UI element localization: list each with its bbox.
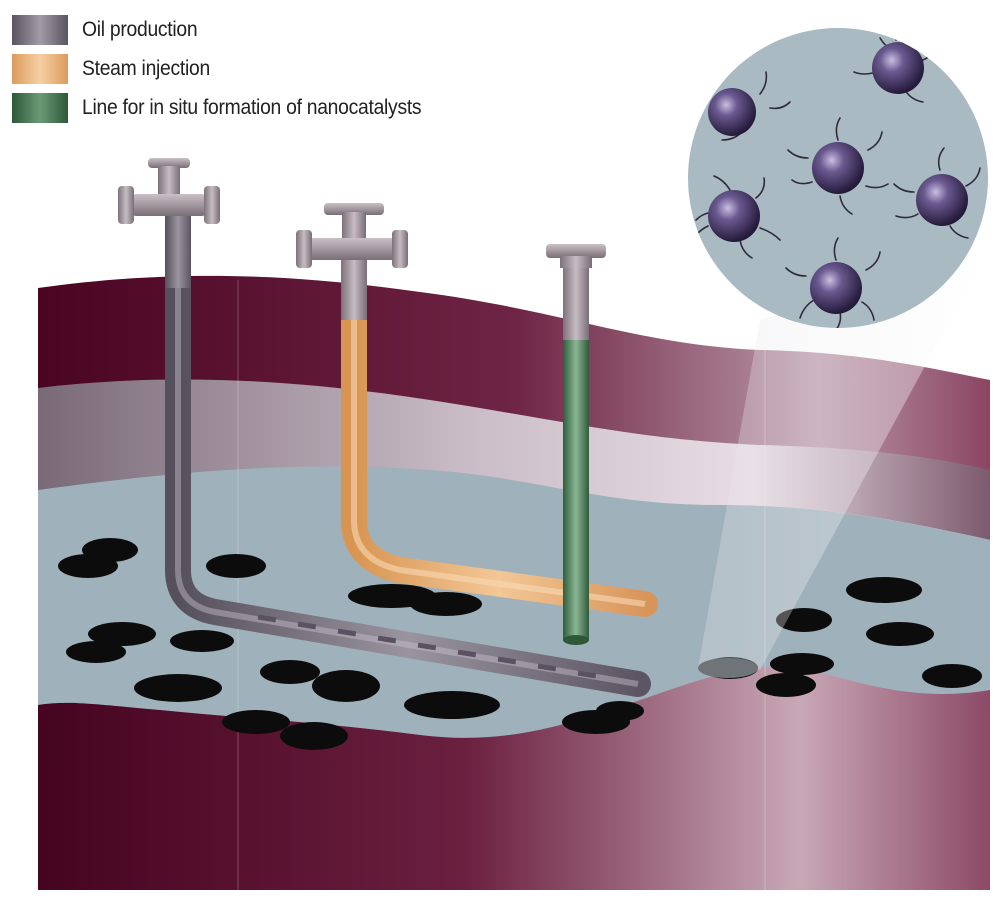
legend-item-steam-injection: Steam injection [12,49,451,88]
oil-droplet-icon [922,664,982,688]
oil-production-pipe [165,267,651,697]
zoom-beam [698,250,988,670]
oil-droplet-icon [222,710,290,734]
nanoparticle-icon [810,262,862,314]
oil-droplet-icon [770,653,834,675]
oil-production-swatch [12,14,68,45]
nanoparticle-icon [812,142,864,194]
catalyst-line-pipe [563,338,589,640]
pipe-perforations [257,614,597,679]
legend-label: Line for in situ formation of nanocataly… [82,95,422,119]
legend-label: Steam injection [82,56,210,80]
oil-droplet-icon [280,722,348,750]
oil-droplet-icon [866,622,934,646]
oil-droplet-icon [88,622,156,646]
legend-item-oil-production: Oil production [12,10,451,49]
catalyst-line-cap-icon [546,244,606,268]
oil-droplet-icon [58,554,118,578]
steam-injection-wellhead-icon [296,203,408,268]
legend: Oil production Steam injection Line for … [12,10,451,127]
oil-droplet-icon [410,592,482,616]
oil-droplet-icon [206,554,266,578]
steam-injection-swatch [12,53,68,84]
nanoparticle-icon [872,42,924,94]
zoom-focus-spot [698,658,758,678]
oil-droplet-icon [404,691,500,719]
oil-droplet-icon [312,670,380,702]
nanoparticle-icon [708,190,760,242]
nanoparticle-icon [916,174,968,226]
nanocatalyst-zoom-circle [688,28,988,328]
oil-production-wellhead-icon [118,158,220,224]
oil-droplet-icon [260,660,320,684]
oil-droplet-icon [66,641,126,663]
nanoparticle-icon [708,88,756,136]
oil-droplet-icon [596,701,644,721]
oil-droplet-icon [756,673,816,697]
oil-droplet-icon [846,577,922,603]
legend-label: Oil production [82,17,198,41]
legend-item-catalyst-line: Line for in situ formation of nanocataly… [12,88,451,127]
oil-droplet-icon [134,674,222,702]
oil-droplet-icon [170,630,234,652]
catalyst-line-swatch [12,92,68,123]
